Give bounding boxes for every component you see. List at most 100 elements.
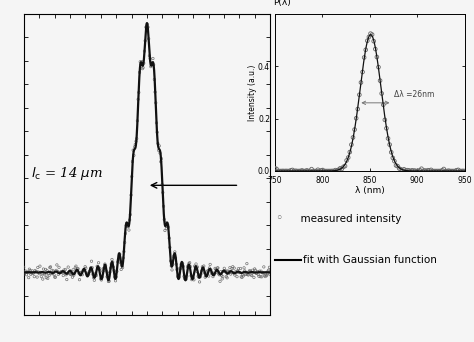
Point	[135, 90, 143, 95]
Point	[42, 267, 49, 272]
Point	[416, 168, 424, 173]
Point	[242, 271, 250, 277]
Point	[66, 272, 74, 277]
Point	[413, 168, 420, 174]
Point	[152, 100, 160, 106]
Point	[79, 268, 87, 273]
Point	[273, 166, 280, 172]
Point	[68, 271, 75, 276]
Point	[74, 266, 82, 272]
Point	[324, 168, 331, 174]
Point	[252, 271, 260, 276]
Point	[76, 277, 83, 282]
Point	[72, 263, 80, 269]
Point	[73, 268, 81, 273]
Point	[109, 259, 117, 265]
Point	[167, 263, 175, 268]
Point	[173, 267, 181, 272]
Point	[265, 267, 273, 273]
Point	[40, 266, 47, 272]
Point	[112, 274, 120, 280]
Point	[39, 276, 46, 282]
Point	[154, 141, 162, 146]
Point	[238, 275, 246, 280]
Point	[301, 168, 309, 174]
Point	[306, 168, 314, 174]
Point	[163, 224, 171, 229]
Point	[262, 274, 269, 279]
Point	[163, 226, 170, 231]
Point	[206, 262, 214, 267]
Point	[240, 265, 248, 271]
Point	[410, 168, 417, 173]
Point	[95, 260, 102, 265]
Point	[340, 164, 347, 170]
Point	[201, 270, 208, 276]
Point	[44, 276, 52, 281]
Point	[38, 271, 46, 276]
Point	[254, 269, 261, 274]
Point	[100, 267, 108, 273]
Point	[77, 269, 85, 275]
Point	[24, 269, 32, 275]
Point	[142, 25, 150, 30]
Point	[257, 268, 265, 274]
Point	[408, 168, 416, 173]
Point	[345, 155, 352, 160]
Point	[374, 64, 382, 70]
Point	[208, 271, 215, 276]
Point	[235, 266, 242, 272]
Point	[86, 269, 93, 275]
Point	[76, 271, 84, 276]
Point	[50, 272, 58, 277]
Point	[349, 135, 357, 140]
Point	[116, 251, 124, 257]
Point	[359, 69, 366, 75]
Point	[261, 273, 268, 278]
Point	[73, 266, 81, 272]
Point	[362, 47, 370, 53]
Point	[249, 269, 257, 275]
Point	[351, 127, 358, 132]
Point	[60, 267, 68, 273]
Point	[216, 272, 223, 278]
Point	[159, 190, 167, 195]
Point	[378, 91, 385, 96]
Point	[424, 168, 432, 173]
Point	[154, 130, 161, 135]
Point	[337, 166, 344, 171]
Point	[57, 269, 65, 274]
Point	[118, 267, 125, 272]
Point	[442, 168, 449, 174]
Point	[54, 269, 62, 274]
Point	[381, 117, 389, 122]
Point	[145, 36, 153, 41]
Point	[247, 272, 255, 278]
Point	[256, 274, 264, 279]
Point	[217, 269, 225, 274]
Point	[91, 278, 98, 283]
Point	[389, 155, 397, 161]
Point	[173, 261, 180, 267]
Point	[249, 267, 256, 273]
Point	[228, 266, 236, 271]
Point	[298, 168, 306, 173]
Point	[96, 266, 104, 272]
Point	[182, 276, 190, 282]
Point	[28, 268, 36, 274]
Point	[199, 264, 206, 269]
Point	[43, 275, 50, 280]
Point	[144, 22, 151, 27]
Point	[224, 268, 232, 274]
Point	[242, 272, 249, 277]
Point	[245, 272, 252, 278]
Point	[83, 272, 91, 277]
Point	[251, 266, 258, 272]
Point	[248, 273, 255, 278]
Point	[138, 66, 146, 71]
Point	[457, 168, 465, 174]
Point	[25, 275, 32, 280]
Point	[95, 267, 103, 272]
Point	[37, 269, 45, 275]
Point	[330, 168, 337, 174]
